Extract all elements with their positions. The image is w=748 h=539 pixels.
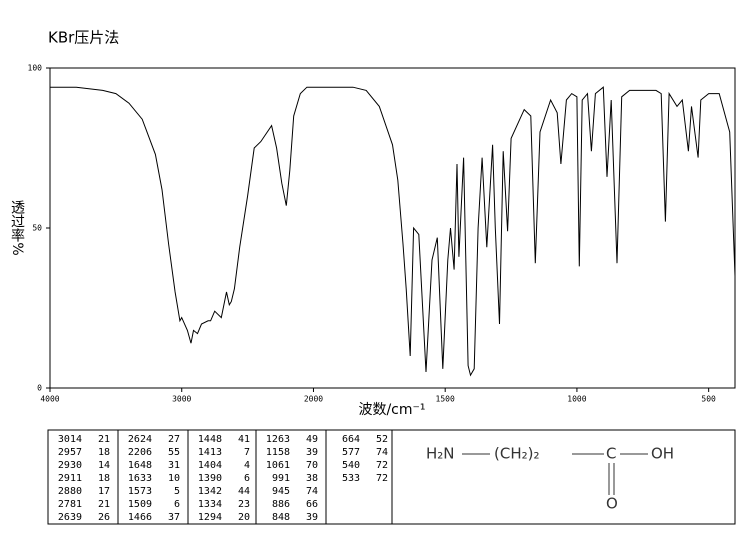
peak-wavenumber: 577 <box>342 447 360 458</box>
peak-wavenumber: 2639 <box>58 512 82 523</box>
x-tick-label: 2000 <box>304 395 323 404</box>
peak-transmittance: 66 <box>306 499 318 510</box>
peak-wavenumber: 1263 <box>266 434 290 445</box>
peak-wavenumber: 2930 <box>58 460 82 471</box>
peak-wavenumber: 2624 <box>128 434 152 445</box>
y-axis-label: 透过率% <box>9 200 25 255</box>
peak-transmittance: 6 <box>244 473 250 484</box>
peak-transmittance: 72 <box>376 460 388 471</box>
peak-wavenumber: 2206 <box>128 447 152 458</box>
peak-wavenumber: 1648 <box>128 460 152 471</box>
peak-wavenumber: 3014 <box>58 434 82 445</box>
peak-wavenumber: 664 <box>342 434 360 445</box>
peak-transmittance: 38 <box>306 473 318 484</box>
chart-title: KBr压片法 <box>48 29 119 47</box>
peak-transmittance: 21 <box>98 499 110 510</box>
peak-transmittance: 49 <box>306 434 318 445</box>
peak-transmittance: 41 <box>238 434 250 445</box>
peak-transmittance: 21 <box>98 434 110 445</box>
peak-wavenumber: 540 <box>342 460 360 471</box>
y-tick-label: 0 <box>37 384 42 393</box>
peak-wavenumber: 1294 <box>198 512 222 523</box>
structure: H₂N (CH₂)₂ C OH O <box>426 445 674 513</box>
hydroxyl: OH <box>651 445 674 463</box>
x-tick-label: 1000 <box>567 395 586 404</box>
peak-wavenumber: 1573 <box>128 486 152 497</box>
peak-transmittance: 10 <box>168 473 180 484</box>
peak-transmittance: 72 <box>376 473 388 484</box>
x-axis-label: 波数/cm⁻¹ <box>358 402 425 418</box>
x-tick-label: 1500 <box>436 395 455 404</box>
peak-transmittance: 18 <box>98 473 110 484</box>
plot-frame <box>49 67 736 389</box>
peak-transmittance: 20 <box>238 512 250 523</box>
peak-transmittance: 5 <box>174 486 180 497</box>
peak-transmittance: 27 <box>168 434 180 445</box>
y-tick-label: 50 <box>32 224 42 233</box>
peak-wavenumber: 2957 <box>58 447 82 458</box>
peak-transmittance: 44 <box>238 486 250 497</box>
peak-wavenumber: 1466 <box>128 512 152 523</box>
peak-transmittance: 39 <box>306 512 318 523</box>
y-tick-label: 100 <box>28 64 43 73</box>
peak-wavenumber: 1404 <box>198 460 222 471</box>
amine: H₂N <box>426 445 455 463</box>
peak-transmittance: 6 <box>174 499 180 510</box>
peak-wavenumber: 848 <box>272 512 290 523</box>
table-dividers <box>117 430 393 524</box>
peak-wavenumber: 2880 <box>58 486 82 497</box>
peak-transmittance: 4 <box>244 460 250 471</box>
peak-wavenumber: 1448 <box>198 434 222 445</box>
peak-transmittance: 39 <box>306 447 318 458</box>
peak-transmittance: 70 <box>306 460 318 471</box>
chain: (CH₂)₂ <box>494 445 539 463</box>
peak-transmittance: 23 <box>238 499 250 510</box>
peak-wavenumber: 1334 <box>198 499 222 510</box>
spectrum-line <box>50 86 736 377</box>
peak-wavenumber: 1342 <box>198 486 222 497</box>
peak-transmittance: 18 <box>98 447 110 458</box>
peak-transmittance: 74 <box>376 447 388 458</box>
peak-transmittance: 37 <box>168 512 180 523</box>
peak-wavenumber: 2911 <box>58 473 82 484</box>
peak-transmittance: 14 <box>98 460 110 471</box>
peak-transmittance: 26 <box>98 512 110 523</box>
carbon: C <box>606 445 616 463</box>
x-tick-label: 3000 <box>172 395 191 404</box>
peak-transmittance: 55 <box>168 447 180 458</box>
peak-wavenumber: 1633 <box>128 473 152 484</box>
peak-wavenumber: 945 <box>272 486 290 497</box>
peak-wavenumber: 2781 <box>58 499 82 510</box>
peak-transmittance: 7 <box>244 447 250 458</box>
peak-transmittance: 52 <box>376 434 388 445</box>
peak-wavenumber: 1061 <box>266 460 290 471</box>
x-tick-label: 500 <box>701 395 716 404</box>
peak-wavenumber: 1158 <box>266 447 290 458</box>
peak-wavenumber: 991 <box>272 473 290 484</box>
peak-transmittance: 74 <box>306 486 318 497</box>
peak-wavenumber: 886 <box>272 499 290 510</box>
x-tick-label: 4000 <box>40 395 59 404</box>
peak-wavenumber: 533 <box>342 473 360 484</box>
peak-wavenumber: 1390 <box>198 473 222 484</box>
oxygen: O <box>606 495 618 513</box>
peak-transmittance: 31 <box>168 460 180 471</box>
peak-wavenumber: 1413 <box>198 447 222 458</box>
peak-transmittance: 17 <box>98 486 110 497</box>
peak-wavenumber: 1509 <box>128 499 152 510</box>
